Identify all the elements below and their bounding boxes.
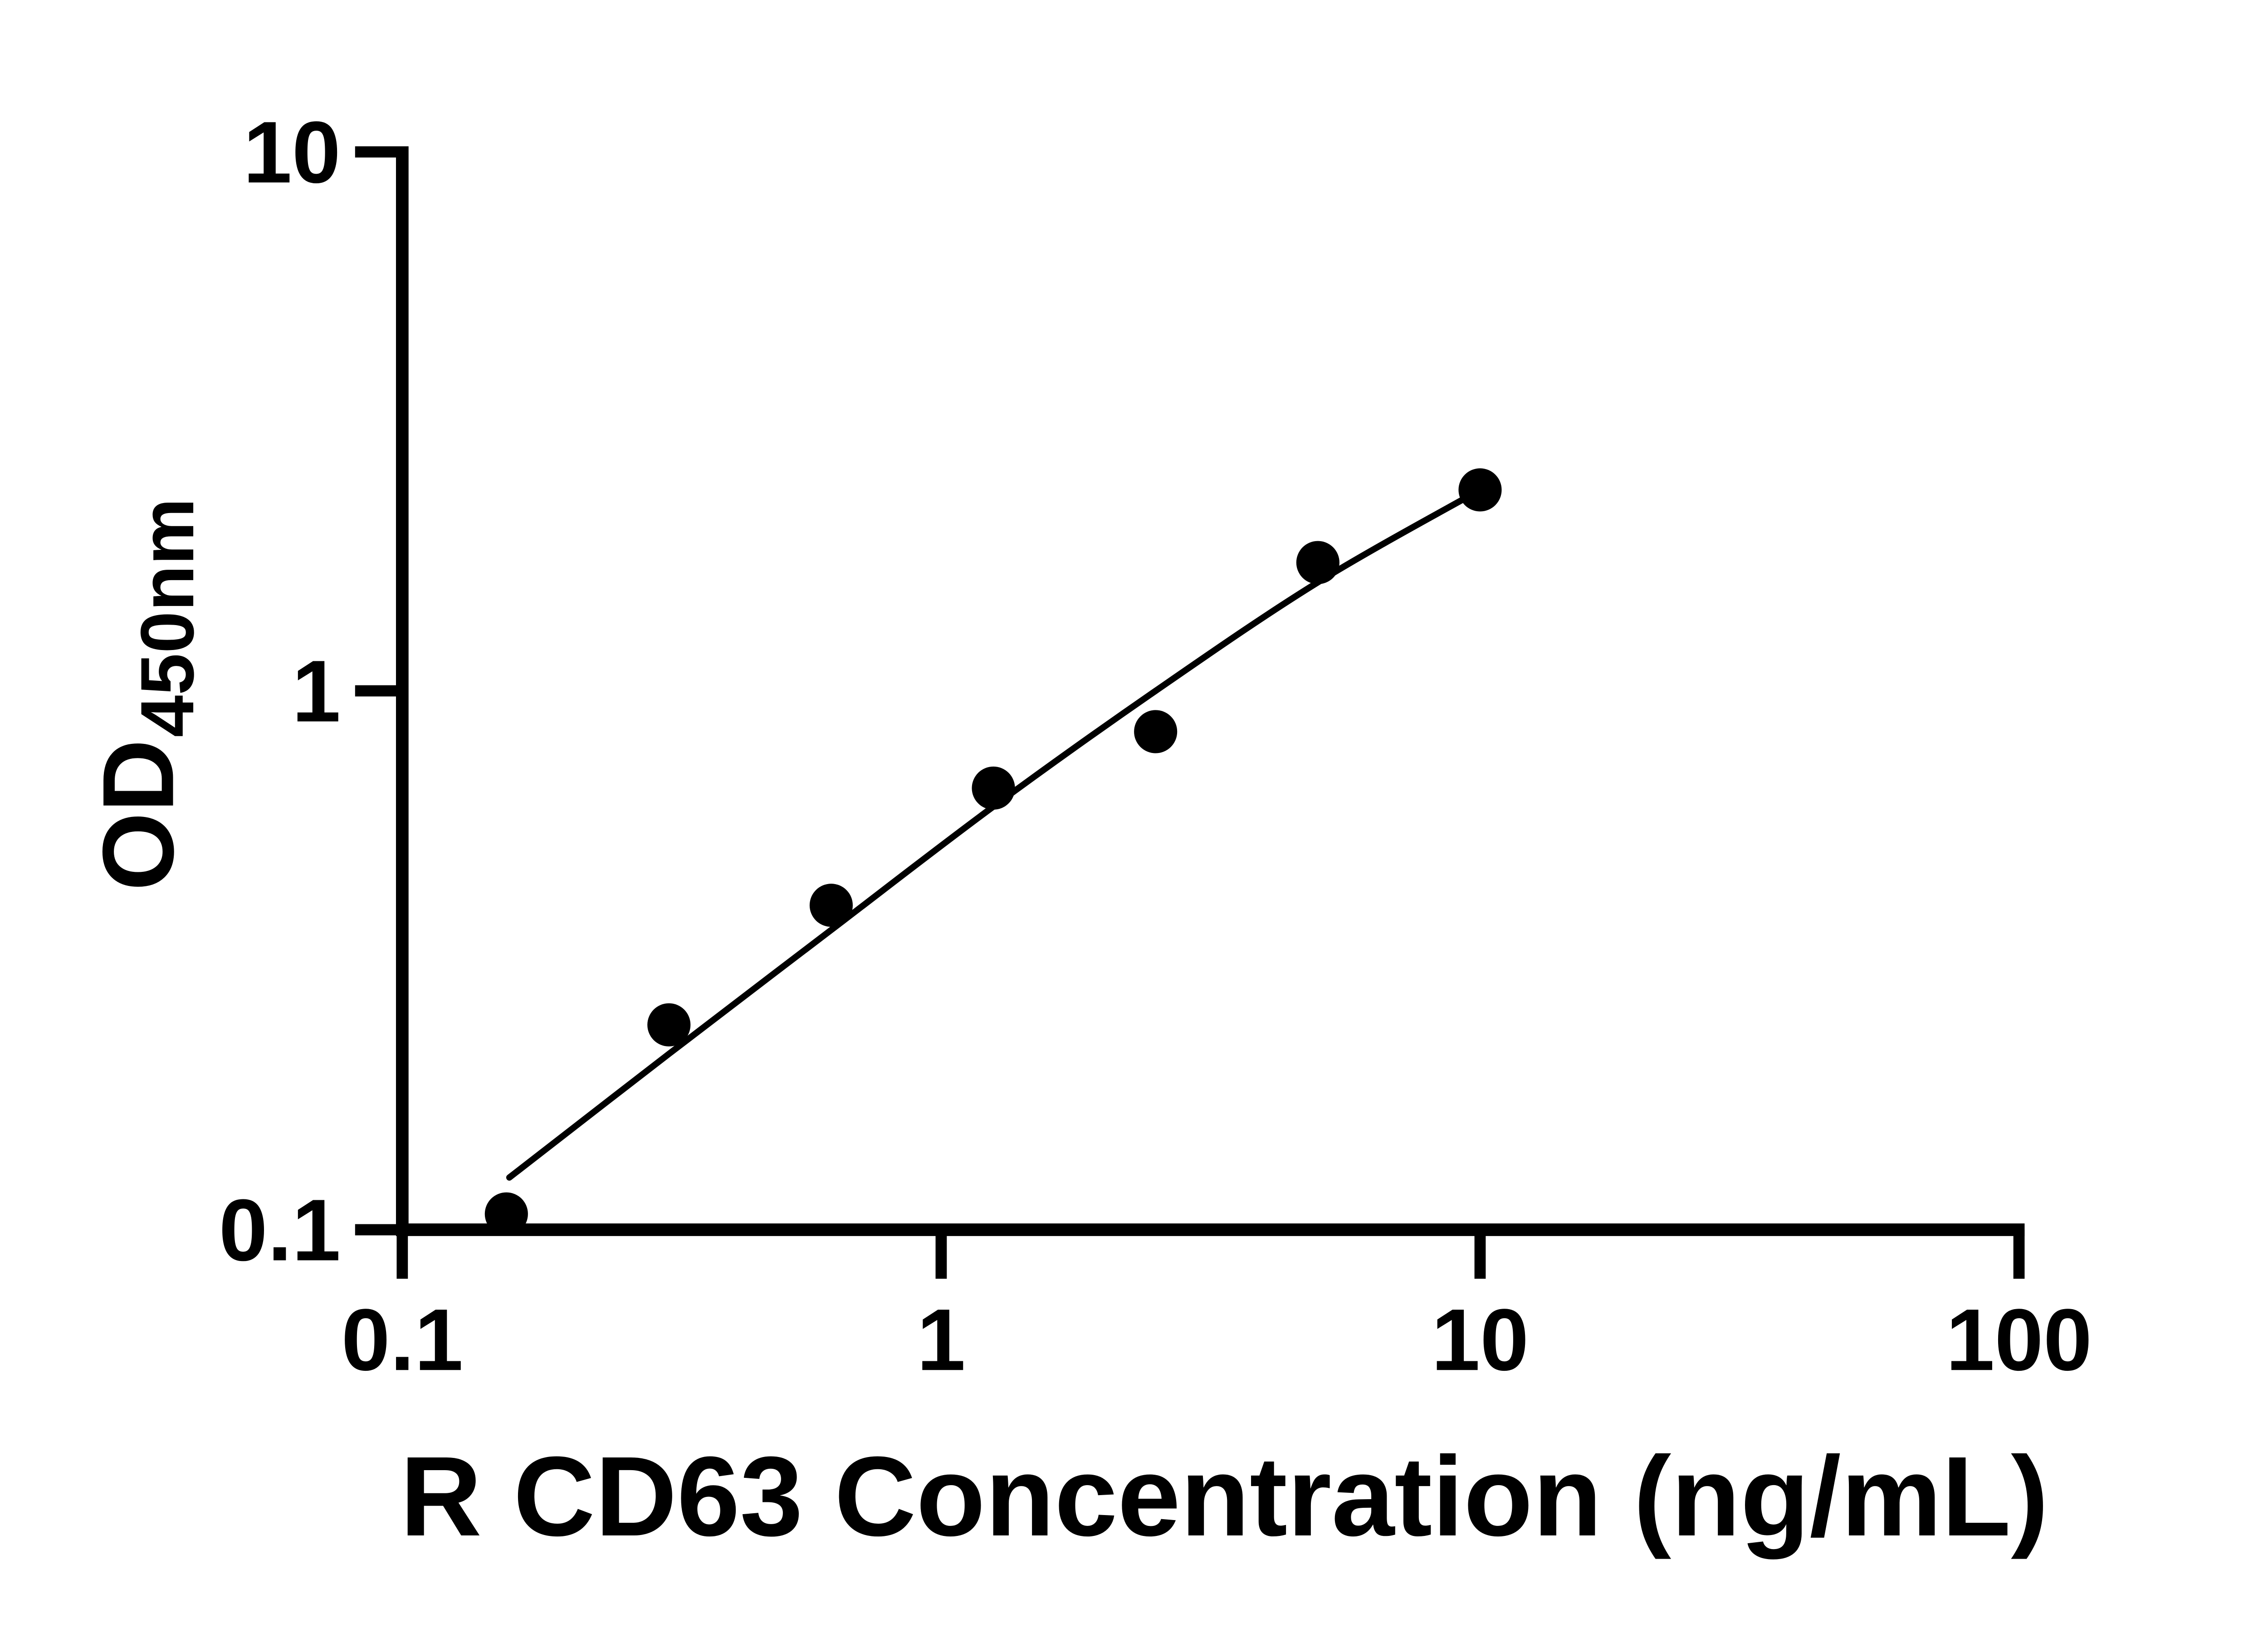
y-axis-title: OD 450nm: [82, 498, 210, 891]
data-point: [1458, 468, 1502, 512]
data-points: [484, 468, 1502, 1236]
y-axis-title-sub: 450nm: [125, 498, 210, 737]
x-tick-label: 10: [1432, 1291, 1529, 1389]
data-point: [484, 1192, 528, 1236]
tick-labels: 0.1 1 10 100 0.1 1 10: [219, 103, 2092, 1389]
fit-curve: [506, 487, 1483, 1181]
data-point: [647, 1003, 691, 1046]
axis-ticks: [355, 146, 2025, 1279]
x-tick-label: 0.1: [342, 1291, 464, 1389]
x-tick-label: 100: [1946, 1291, 2092, 1389]
data-point: [1134, 710, 1178, 753]
data-point: [1296, 541, 1339, 584]
y-tick-label: 1: [292, 642, 341, 740]
y-tick-label: 0.1: [219, 1181, 341, 1279]
data-point: [972, 766, 1015, 810]
x-tick-label: 1: [917, 1291, 965, 1389]
y-axis-title-main: OD: [82, 739, 195, 891]
x-axis-title: R CD63 Concentration (ng/mL): [400, 1433, 2048, 1560]
data-point: [809, 884, 853, 927]
fit-curve-line: [506, 487, 1483, 1181]
y-tick-label: 10: [243, 103, 341, 201]
